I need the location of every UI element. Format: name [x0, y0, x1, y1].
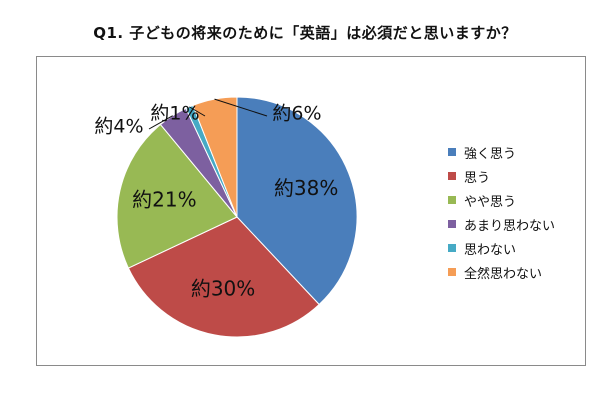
legend-label: 思う	[464, 170, 491, 186]
chart-legend: 強く思う思うやや思うあまり思わない 思わない全然思わない	[448, 140, 555, 284]
legend-item-6: 全然思わない	[448, 260, 555, 284]
pie-slice-3	[116, 123, 238, 269]
legend-swatch	[448, 172, 456, 180]
data-label-3: 約21%	[132, 187, 196, 211]
data-label-2: 約30%	[191, 277, 255, 301]
legend-swatch	[448, 268, 456, 276]
legend-label: 全然思わない	[464, 266, 543, 282]
pie-slice-1	[236, 96, 358, 306]
legend-item-5: 思わない	[448, 236, 555, 260]
legend-item-3: やや思う	[448, 188, 555, 212]
legend-swatch	[448, 148, 456, 156]
data-label-4: 約4%	[94, 116, 143, 138]
leader-line-4	[148, 115, 173, 130]
leader-line-5	[189, 106, 206, 117]
legend-label: 思わない	[464, 242, 517, 258]
data-label-6: 約6%	[272, 103, 321, 125]
legend-swatch	[448, 196, 456, 204]
leader-line-6	[214, 98, 268, 117]
legend-item-4: あまり思わない	[448, 212, 555, 236]
legend-swatch	[448, 220, 456, 228]
data-label-1: 約38%	[274, 176, 338, 200]
legend-label: 強く思う	[464, 146, 517, 162]
legend-label: あまり思わない	[464, 218, 556, 234]
chart-title: Q1. 子どもの将来のために「英語」は必須だと思いますか？	[93, 24, 517, 42]
pie-slice-2	[127, 216, 320, 338]
data-label-5: 約1%	[150, 103, 199, 125]
legend-swatch	[448, 244, 456, 252]
legend-label: やや思う	[464, 194, 517, 210]
legend-item-2: 思う	[448, 164, 555, 188]
legend-item-1: 強く思う	[448, 140, 555, 164]
